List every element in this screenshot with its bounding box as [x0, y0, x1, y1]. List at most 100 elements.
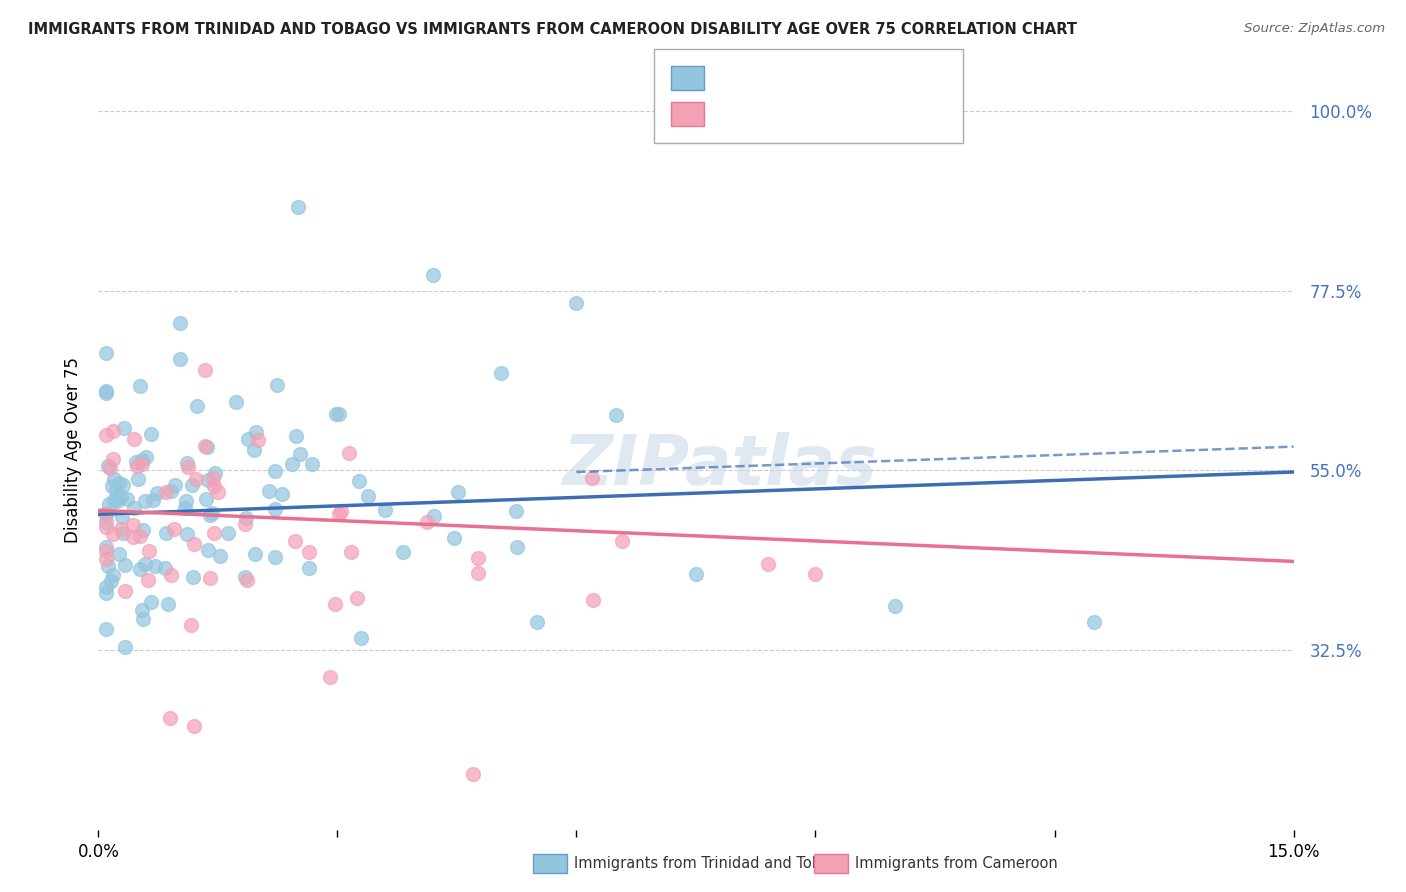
- Point: [131, 603, 153, 617]
- Point: [284, 534, 307, 549]
- Point: [136, 574, 159, 588]
- Point: [156, 598, 179, 612]
- Point: [346, 591, 368, 605]
- Point: [323, 597, 346, 611]
- Point: [183, 537, 205, 551]
- Point: [121, 530, 143, 544]
- Point: [180, 617, 202, 632]
- Point: [125, 459, 148, 474]
- Point: [233, 517, 256, 532]
- Point: [101, 526, 124, 541]
- Point: [330, 504, 353, 518]
- Point: [141, 595, 163, 609]
- Point: [138, 544, 160, 558]
- Point: [263, 501, 285, 516]
- Point: [173, 501, 195, 516]
- Text: -0.158: -0.158: [756, 106, 811, 120]
- Point: [97, 459, 120, 474]
- Point: [236, 573, 259, 587]
- Point: [284, 429, 307, 443]
- Point: [271, 487, 294, 501]
- Point: [127, 472, 149, 486]
- Point: [756, 557, 779, 571]
- Point: [105, 494, 128, 508]
- Point: [176, 527, 198, 541]
- Point: [287, 200, 309, 214]
- Point: [169, 316, 191, 330]
- Point: [1083, 615, 1105, 629]
- Point: [100, 574, 122, 588]
- Point: [236, 432, 259, 446]
- Point: [135, 450, 157, 465]
- Text: R =: R =: [711, 70, 745, 84]
- Point: [181, 478, 204, 492]
- Point: [204, 466, 226, 480]
- Point: [142, 493, 165, 508]
- Point: [163, 478, 186, 492]
- Point: [131, 457, 153, 471]
- Point: [301, 457, 323, 471]
- Point: [356, 489, 378, 503]
- Point: [177, 460, 200, 475]
- Text: 108: 108: [865, 70, 897, 84]
- Point: [125, 455, 148, 469]
- Point: [392, 544, 415, 558]
- Point: [132, 612, 155, 626]
- Point: [96, 544, 118, 558]
- Y-axis label: Disability Age Over 75: Disability Age Over 75: [63, 358, 82, 543]
- Point: [107, 476, 129, 491]
- Point: [233, 569, 256, 583]
- Point: [350, 631, 373, 645]
- Point: [610, 534, 633, 549]
- Point: [159, 711, 181, 725]
- Point: [96, 427, 118, 442]
- Point: [105, 483, 128, 498]
- Point: [266, 378, 288, 392]
- Point: [132, 523, 155, 537]
- Text: 0.051: 0.051: [756, 70, 804, 84]
- Point: [114, 558, 136, 573]
- Point: [115, 491, 138, 506]
- Point: [461, 766, 484, 780]
- Point: [194, 491, 217, 506]
- Point: [467, 551, 489, 566]
- Point: [96, 507, 118, 521]
- Text: N =: N =: [823, 70, 856, 84]
- Text: ZIPatlas: ZIPatlas: [562, 432, 877, 500]
- Point: [96, 585, 118, 599]
- Point: [347, 474, 370, 488]
- Point: [526, 615, 548, 629]
- Point: [124, 432, 146, 446]
- Point: [298, 561, 321, 575]
- Point: [195, 440, 218, 454]
- Point: [422, 268, 444, 282]
- Point: [131, 453, 153, 467]
- Point: [101, 479, 124, 493]
- Point: [111, 509, 134, 524]
- Point: [98, 497, 121, 511]
- Point: [181, 570, 204, 584]
- Point: [110, 522, 132, 536]
- Point: [298, 545, 321, 559]
- Text: Source: ZipAtlas.com: Source: ZipAtlas.com: [1244, 22, 1385, 36]
- Point: [447, 485, 470, 500]
- Point: [103, 493, 125, 508]
- Point: [96, 552, 118, 566]
- Point: [111, 526, 134, 541]
- Point: [202, 526, 225, 541]
- Point: [114, 421, 136, 435]
- Text: Immigrants from Trinidad and Tobago: Immigrants from Trinidad and Tobago: [574, 856, 848, 871]
- Point: [422, 508, 444, 523]
- Point: [325, 408, 347, 422]
- Point: [197, 473, 219, 487]
- Point: [114, 640, 136, 654]
- Point: [194, 362, 217, 376]
- Point: [505, 503, 527, 517]
- Point: [201, 471, 224, 485]
- Point: [581, 471, 603, 485]
- Point: [128, 562, 150, 576]
- Point: [247, 433, 270, 447]
- Point: [129, 529, 152, 543]
- Text: IMMIGRANTS FROM TRINIDAD AND TOBAGO VS IMMIGRANTS FROM CAMEROON DISABILITY AGE O: IMMIGRANTS FROM TRINIDAD AND TOBAGO VS I…: [28, 22, 1077, 37]
- Point: [328, 407, 350, 421]
